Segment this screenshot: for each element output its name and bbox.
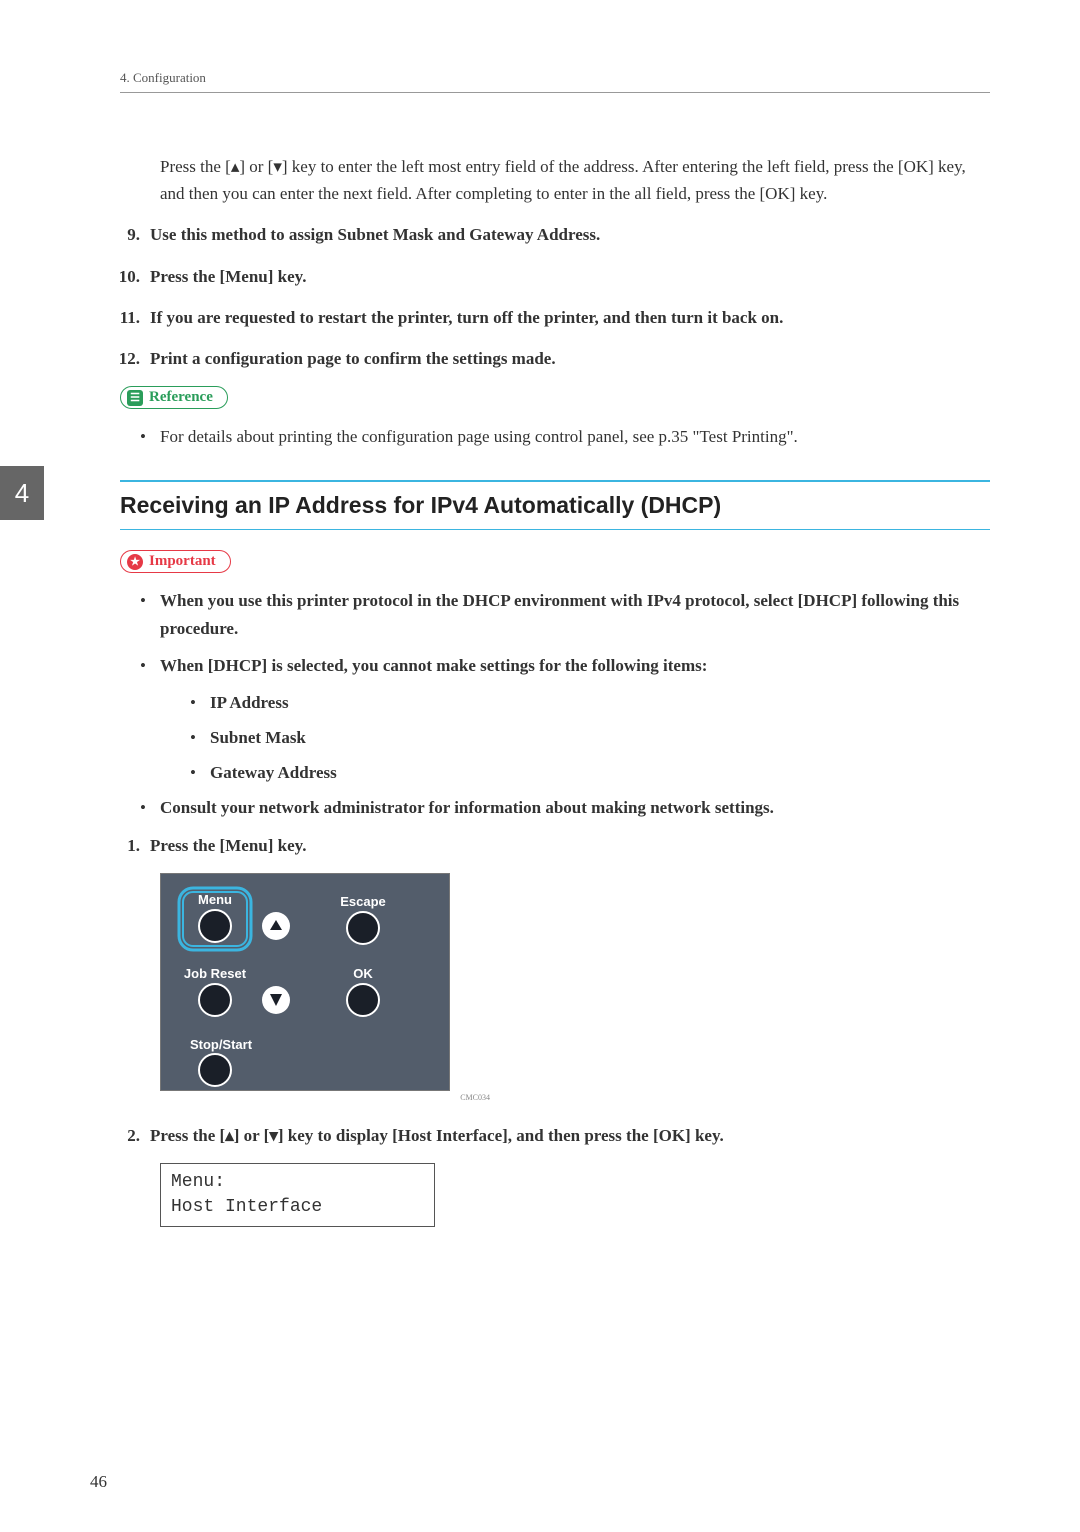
step-text: Use this method to assign Subnet Mask an… — [150, 221, 990, 248]
bullet-marker: • — [140, 587, 160, 641]
step-10: 10. Press the [Menu] key. — [100, 263, 990, 290]
step-number: 9. — [100, 221, 150, 248]
step-text: Print a configuration page to confirm th… — [150, 345, 990, 372]
panel-stopstart-label: Stop/Start — [190, 1037, 253, 1052]
header-rule — [120, 92, 990, 93]
important-label: Important — [149, 553, 216, 570]
step-text: If you are requested to restart the prin… — [150, 304, 990, 331]
step-text: Press the [Menu] key. — [150, 263, 990, 290]
reference-label: Reference — [149, 389, 213, 406]
step-11: 11. If you are requested to restart the … — [100, 304, 990, 331]
bullet-marker: • — [140, 794, 160, 821]
bullet-marker: • — [190, 689, 210, 716]
step-text: Press the [▴] or [▾] key to display [Hos… — [150, 1122, 990, 1149]
panel-escape-label: Escape — [340, 894, 386, 909]
step-number: 11. — [100, 304, 150, 331]
step-b2: 2. Press the [▴] or [▾] key to display [… — [100, 1122, 990, 1149]
reference-badge: ☰ Reference — [120, 386, 228, 409]
lcd-display: Menu: Host Interface — [160, 1163, 435, 1227]
important-bullet-3: • Consult your network administrator for… — [140, 794, 990, 821]
important-icon: ★ — [127, 554, 143, 570]
section-heading-block: Receiving an IP Address for IPv4 Automat… — [120, 480, 990, 530]
step-text: Press the [Menu] key. — [150, 832, 990, 859]
sub-bullet-gateway: • Gateway Address — [190, 759, 990, 786]
bullet-text: Subnet Mask — [210, 724, 306, 751]
important-badge: ★ Important — [120, 550, 231, 573]
bullet-text: When [DHCP] is selected, you cannot make… — [160, 652, 707, 679]
running-header: 4. Configuration — [120, 70, 990, 86]
control-panel-illustration: Menu Escape Job Reset OK Stop/Start — [160, 873, 450, 1091]
step-b1: 1. Press the [Menu] key. — [100, 832, 990, 859]
reference-icon: ☰ — [127, 390, 143, 406]
important-bullet-2: • When [DHCP] is selected, you cannot ma… — [140, 652, 990, 679]
bullet-marker: • — [190, 759, 210, 786]
page-number: 46 — [90, 1472, 107, 1492]
step-12: 12. Print a configuration page to confir… — [100, 345, 990, 372]
bullet-marker: • — [140, 652, 160, 679]
intro-paragraph: Press the [▴] or [▾] key to enter the le… — [160, 153, 990, 207]
bullet-text: IP Address — [210, 689, 289, 716]
figure-caption: CMC034 — [160, 1093, 490, 1102]
section-heading: Receiving an IP Address for IPv4 Automat… — [120, 492, 990, 519]
panel-menu-label: Menu — [198, 892, 232, 907]
panel-ok-label: OK — [353, 966, 373, 981]
step-9: 9. Use this method to assign Subnet Mask… — [100, 221, 990, 248]
important-bullet-1: • When you use this printer protocol in … — [140, 587, 990, 641]
lcd-line-1: Menu: — [171, 1170, 424, 1195]
section-rule-top — [120, 480, 990, 482]
bullet-marker: • — [140, 423, 160, 450]
control-panel-figure: Menu Escape Job Reset OK Stop/Start — [160, 873, 990, 1102]
sub-bullet-subnet: • Subnet Mask — [190, 724, 990, 751]
step-number: 12. — [100, 345, 150, 372]
bullet-text: Consult your network administrator for i… — [160, 794, 774, 821]
panel-jobreset-label: Job Reset — [184, 966, 247, 981]
page-content: 4. Configuration Press the [▴] or [▾] ke… — [0, 0, 1080, 1287]
section-rule-bottom — [120, 529, 990, 530]
bullet-marker: • — [190, 724, 210, 751]
sub-bullet-ip: • IP Address — [190, 689, 990, 716]
bullet-text: For details about printing the configura… — [160, 423, 798, 450]
bullet-text: Gateway Address — [210, 759, 337, 786]
step-number: 1. — [100, 832, 150, 859]
step-number: 2. — [100, 1122, 150, 1149]
reference-bullet: • For details about printing the configu… — [140, 423, 990, 450]
lcd-line-2: Host Interface — [171, 1195, 424, 1220]
step-number: 10. — [100, 263, 150, 290]
bullet-text: When you use this printer protocol in th… — [160, 587, 990, 641]
